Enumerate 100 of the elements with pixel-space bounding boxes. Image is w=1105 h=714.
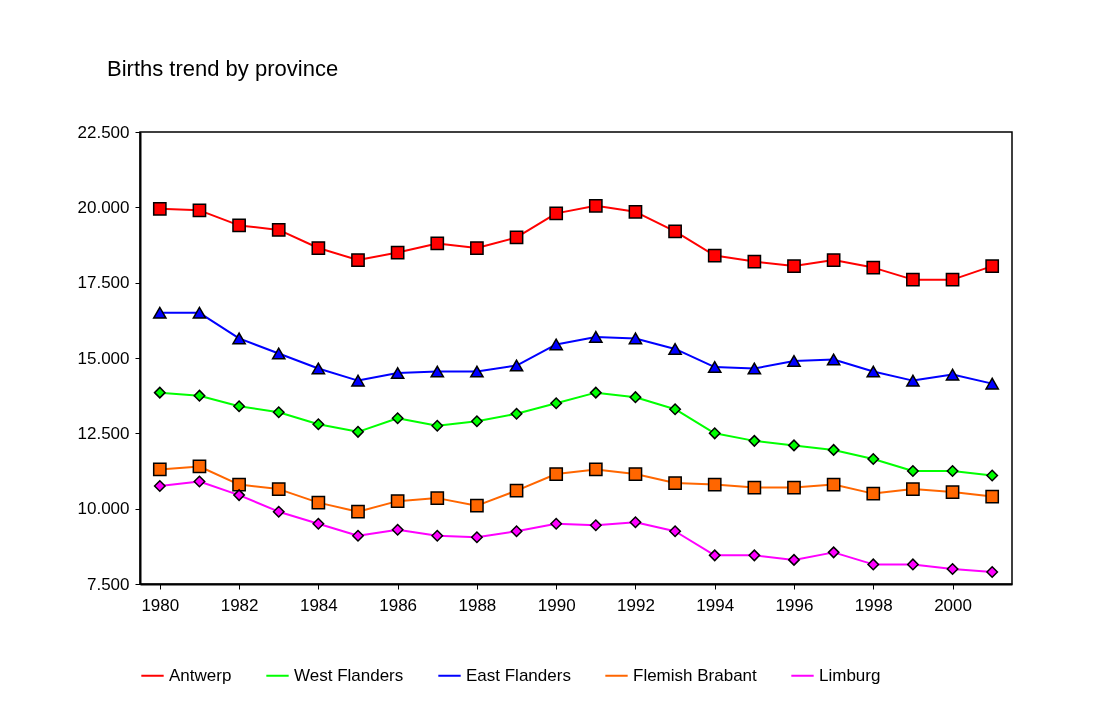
point bbox=[747, 362, 762, 375]
point bbox=[311, 362, 326, 375]
point bbox=[945, 368, 960, 381]
point bbox=[272, 505, 285, 518]
x-tick-label: 1990 bbox=[537, 595, 576, 615]
point bbox=[152, 462, 167, 477]
point bbox=[629, 391, 642, 404]
point bbox=[351, 374, 365, 387]
point bbox=[906, 272, 920, 287]
point bbox=[906, 465, 919, 477]
point bbox=[946, 465, 959, 477]
point bbox=[352, 425, 364, 438]
point bbox=[193, 475, 206, 488]
legend-label: West Flanders bbox=[294, 665, 404, 685]
point bbox=[390, 367, 405, 380]
point bbox=[431, 529, 444, 542]
point bbox=[788, 553, 800, 566]
point bbox=[628, 332, 643, 345]
point bbox=[986, 469, 999, 482]
point bbox=[430, 236, 445, 251]
y-tick-label: 15.000 bbox=[77, 348, 130, 368]
point bbox=[550, 397, 563, 410]
point bbox=[787, 480, 801, 495]
point bbox=[866, 365, 881, 378]
point bbox=[985, 377, 1000, 390]
point bbox=[312, 517, 325, 530]
point bbox=[390, 245, 405, 260]
point bbox=[153, 480, 166, 493]
point bbox=[985, 489, 1000, 504]
point bbox=[232, 218, 246, 233]
legend-label: Antwerp bbox=[169, 665, 232, 685]
point bbox=[271, 223, 286, 237]
y-tick-label: 20.000 bbox=[77, 197, 130, 217]
x-tick-label: 1998 bbox=[854, 595, 893, 615]
point bbox=[708, 549, 721, 562]
point bbox=[748, 549, 761, 562]
point bbox=[669, 403, 682, 416]
point bbox=[509, 483, 524, 498]
x-tick-label: 1988 bbox=[458, 595, 497, 615]
point bbox=[470, 498, 484, 513]
point bbox=[707, 248, 722, 263]
point bbox=[787, 354, 801, 368]
point bbox=[906, 482, 920, 496]
point bbox=[747, 254, 762, 269]
point bbox=[668, 342, 682, 356]
point bbox=[788, 439, 800, 452]
point bbox=[669, 525, 682, 538]
point bbox=[549, 206, 564, 221]
point bbox=[668, 224, 682, 239]
point bbox=[192, 459, 207, 474]
point bbox=[352, 529, 364, 542]
point bbox=[985, 259, 1000, 273]
x-tick-label: 2000 bbox=[934, 595, 972, 615]
point bbox=[867, 452, 880, 465]
point bbox=[986, 565, 999, 578]
point bbox=[708, 427, 721, 440]
point bbox=[271, 482, 286, 496]
chart-title: Births trend by province bbox=[107, 56, 339, 81]
y-tick-label: 12.500 bbox=[77, 423, 130, 443]
point bbox=[747, 480, 762, 495]
point bbox=[589, 386, 602, 399]
point bbox=[946, 562, 959, 575]
x-tick-label: 1986 bbox=[379, 595, 418, 615]
x-tick-label: 1980 bbox=[141, 595, 180, 615]
point bbox=[192, 203, 207, 218]
point bbox=[470, 531, 483, 544]
point bbox=[233, 489, 246, 502]
point bbox=[906, 374, 920, 387]
point bbox=[509, 359, 524, 372]
x-tick-label: 1982 bbox=[220, 595, 259, 615]
point bbox=[193, 389, 206, 402]
point bbox=[232, 477, 246, 492]
point bbox=[588, 330, 603, 343]
point bbox=[867, 558, 880, 571]
point bbox=[827, 443, 840, 456]
point bbox=[470, 241, 484, 255]
point bbox=[192, 306, 207, 319]
point bbox=[311, 495, 326, 510]
point bbox=[826, 253, 841, 267]
y-tick-label: 17.500 bbox=[77, 273, 130, 293]
legend-label: East Flanders bbox=[466, 665, 571, 685]
point bbox=[866, 486, 881, 501]
y-tick-label: 7.500 bbox=[86, 574, 130, 594]
point bbox=[748, 434, 761, 447]
point bbox=[391, 523, 404, 536]
point bbox=[589, 519, 602, 532]
point bbox=[588, 198, 603, 213]
point bbox=[787, 259, 801, 273]
point bbox=[549, 467, 564, 481]
point bbox=[233, 400, 246, 413]
x-tick-label: 1984 bbox=[299, 595, 338, 615]
point bbox=[945, 485, 960, 499]
point bbox=[549, 338, 564, 351]
x-tick-label: 1992 bbox=[617, 595, 655, 615]
point bbox=[866, 260, 881, 275]
point bbox=[628, 204, 643, 219]
point bbox=[271, 347, 286, 360]
point bbox=[391, 412, 404, 425]
legend-label: Flemish Brabant bbox=[633, 665, 758, 685]
point bbox=[152, 201, 167, 216]
